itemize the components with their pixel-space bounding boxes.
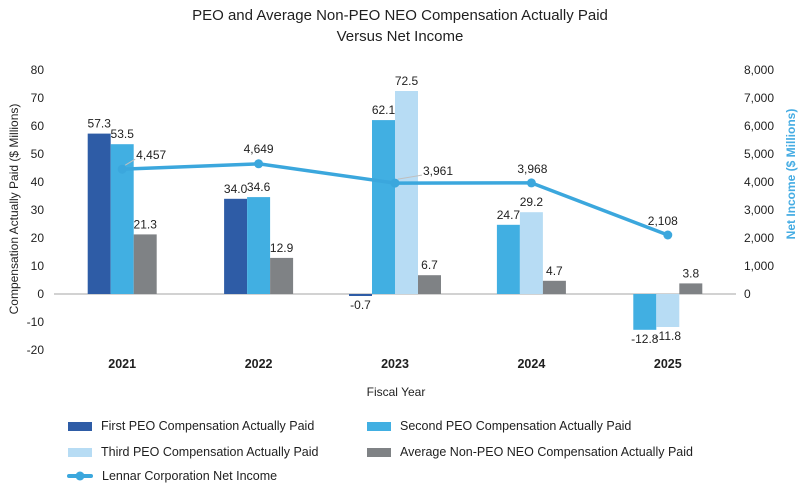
- legend-label-net-income: Lennar Corporation Net Income: [102, 469, 278, 483]
- legend-item-net-income: Lennar Corporation Net Income: [67, 469, 278, 483]
- left-axis-tick-label: 80: [31, 63, 45, 77]
- bar: [133, 234, 157, 294]
- left-axis-tick-label: 70: [31, 91, 45, 105]
- left-axis-tick-label: 20: [31, 231, 45, 245]
- legend-item-first-peo: First PEO Compensation Actually Paid: [68, 419, 315, 433]
- legend-item-third-peo: Third PEO Compensation Actually Paid: [68, 445, 319, 459]
- bar: [395, 91, 418, 294]
- net-income-marker: [663, 230, 673, 240]
- bar: [372, 120, 395, 294]
- net-income-label: 2,108: [648, 214, 678, 228]
- legend-swatch-avg-non-peo-icon: [367, 447, 391, 457]
- legend-swatch-second-peo-icon: [367, 421, 391, 431]
- right-axis-tick-label: 2,000: [744, 231, 774, 245]
- legend-line-marker-icon: [67, 471, 93, 481]
- bar-value-label: -11.8: [655, 329, 682, 343]
- legend-label-second-peo: Second PEO Compensation Actually Paid: [400, 419, 632, 433]
- right-axis-tick-label: 7,000: [744, 91, 774, 105]
- bar-value-label: -0.7: [350, 298, 371, 312]
- chart-title-line1: PEO and Average Non-PEO NEO Compensation…: [192, 7, 608, 24]
- right-axis-tick-label: 5,000: [744, 147, 774, 161]
- bar: [519, 212, 543, 294]
- year-tick-label: 2021: [108, 357, 136, 371]
- bar-value-label: 3.8: [682, 266, 699, 280]
- chart-plot-area: -20 -10 0 10 20 30 40 50 60 70 80 0 1,000 2,000 3,000 4…: [27, 63, 775, 371]
- net-income-label: 3,968: [517, 162, 547, 176]
- year-tick-label: 2023: [381, 357, 409, 371]
- right-axis-tick-label: 0: [744, 287, 751, 301]
- net-income-marker: [390, 178, 400, 188]
- left-axis-tick-label: 50: [31, 147, 45, 161]
- legend-label-avg-non-peo: Average Non-PEO NEO Compensation Actuall…: [400, 445, 693, 459]
- bar-value-label: 29.2: [520, 195, 544, 209]
- bar: [247, 197, 271, 294]
- bar: [656, 294, 680, 327]
- right-axis-tick-label: 3,000: [744, 203, 774, 217]
- legend-swatch-third-peo-icon: [68, 447, 92, 457]
- legend-label-third-peo: Third PEO Compensation Actually Paid: [101, 445, 319, 459]
- net-income-label: 3,961: [423, 164, 453, 178]
- left-axis-tick-label: 30: [31, 203, 45, 217]
- bar: [87, 133, 111, 294]
- bar-value-label: 12.9: [270, 241, 294, 255]
- bar-value-label: 21.3: [134, 217, 158, 231]
- x-axis-title: Fiscal Year: [366, 385, 426, 399]
- bar: [542, 280, 566, 294]
- bar: [270, 257, 294, 294]
- chart-title-line2: Versus Net Income: [336, 28, 464, 45]
- right-axis-tick-label: 6,000: [744, 119, 774, 133]
- left-axis-tick-label: -20: [27, 343, 45, 357]
- bar-value-label: -12.8: [631, 332, 659, 346]
- net-income-label: 4,457: [136, 148, 166, 162]
- label-leader-line: [397, 174, 423, 180]
- left-axis-tick-label: 10: [31, 259, 45, 273]
- bar: [496, 224, 520, 294]
- bar-value-label: 24.7: [497, 208, 521, 222]
- year-tick-label: 2025: [654, 357, 682, 371]
- bar: [418, 275, 441, 294]
- legend-label-first-peo: First PEO Compensation Actually Paid: [101, 419, 315, 433]
- bar-value-label: 6.7: [421, 258, 438, 272]
- left-axis-tick-label: 0: [37, 287, 44, 301]
- bar-value-label: 34.6: [247, 180, 271, 194]
- net-income-marker: [254, 159, 264, 169]
- bar-value-label: 4.7: [546, 264, 563, 278]
- right-axis-tick-label: 8,000: [744, 63, 774, 77]
- bar-value-label: 34.0: [224, 182, 248, 196]
- year-tick-label: 2022: [245, 357, 273, 371]
- left-axis-tick-label: 60: [31, 119, 45, 133]
- legend-item-second-peo: Second PEO Compensation Actually Paid: [367, 419, 632, 433]
- bar: [110, 144, 134, 294]
- bar-value-label: 57.3: [88, 117, 112, 131]
- net-income-label: 4,649: [244, 142, 274, 156]
- left-axis-tick-label: 40: [31, 175, 45, 189]
- bar-value-label: 72.5: [395, 74, 419, 88]
- right-axis-tick-label: 1,000: [744, 259, 774, 273]
- net-income-marker: [526, 178, 536, 188]
- bar-value-label: 62.1: [372, 103, 396, 117]
- bar: [633, 294, 657, 330]
- chart-title: PEO and Average Non-PEO NEO Compensation…: [0, 5, 800, 47]
- year-tick-label: 2024: [517, 357, 545, 371]
- legend-line-dot-icon: [75, 471, 85, 481]
- bar-value-label: 53.5: [111, 127, 135, 141]
- legend-swatch-first-peo-icon: [68, 421, 92, 431]
- bar: [679, 283, 703, 294]
- label-leader-line: [124, 158, 136, 166]
- legend-item-avg-non-peo: Average Non-PEO NEO Compensation Actuall…: [367, 445, 693, 459]
- left-axis-tick-label: -10: [27, 315, 45, 329]
- right-axis-tick-label: 4,000: [744, 175, 774, 189]
- net-income-marker: [117, 164, 127, 174]
- bar: [349, 294, 372, 296]
- bar: [224, 198, 248, 294]
